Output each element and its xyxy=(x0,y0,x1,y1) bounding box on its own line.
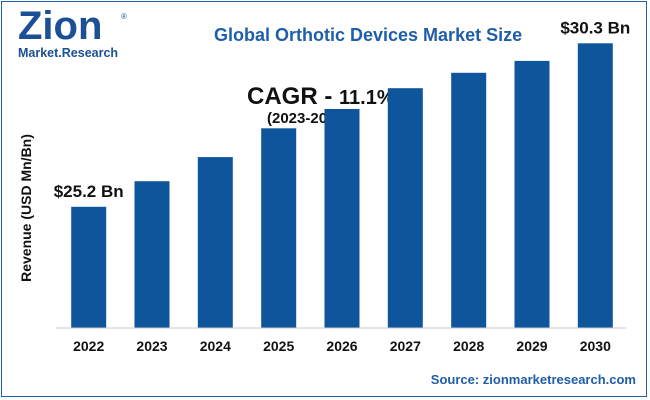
bar-2026 xyxy=(324,109,360,328)
chart-title: Global Orthotic Devices Market Size xyxy=(214,25,523,45)
data-label-2030: $30.3 Bn xyxy=(560,18,630,37)
bar-2025 xyxy=(261,128,297,328)
x-tick-label-2022: 2022 xyxy=(73,338,104,354)
bar-2030 xyxy=(577,43,613,329)
data-labels: $25.2 Bn $30.3 Bn xyxy=(54,18,631,201)
bars-group xyxy=(71,43,613,329)
x-tick-label-2025: 2025 xyxy=(263,338,294,354)
logo-brand: Zion xyxy=(18,4,103,48)
cagr-value: 11.1% xyxy=(339,87,395,109)
bar-2029 xyxy=(514,60,550,329)
zion-logo: Zion ® Market.Research xyxy=(18,4,138,60)
logo-subtitle: Market.Research xyxy=(18,46,119,60)
source-credit: Source: zionmarketresearch.com xyxy=(430,372,636,387)
logo-registered-mark: ® xyxy=(121,12,127,21)
x-tick-label-2030: 2030 xyxy=(580,338,611,354)
bar-2027 xyxy=(387,88,423,328)
x-tick-label-2023: 2023 xyxy=(136,338,167,354)
x-tick-label-2026: 2026 xyxy=(326,338,357,354)
cagr-label: CAGR - xyxy=(247,83,339,110)
x-tick-label-2029: 2029 xyxy=(516,338,547,354)
cagr-annotation: CAGR - 11.1% xyxy=(247,83,395,111)
bar-2024 xyxy=(197,157,233,328)
x-tick-label-2024: 2024 xyxy=(200,338,231,354)
data-label-2022: $25.2 Bn xyxy=(54,182,124,201)
bar-2028 xyxy=(451,72,487,328)
x-tick-label-2027: 2027 xyxy=(390,338,421,354)
bar-2023 xyxy=(134,181,170,328)
x-tick-label-2028: 2028 xyxy=(453,338,484,354)
bar-2022 xyxy=(71,206,107,328)
x-tick-labels: 2022 2023 2024 2025 2026 2027 2028 2029 2030 xyxy=(73,338,611,354)
